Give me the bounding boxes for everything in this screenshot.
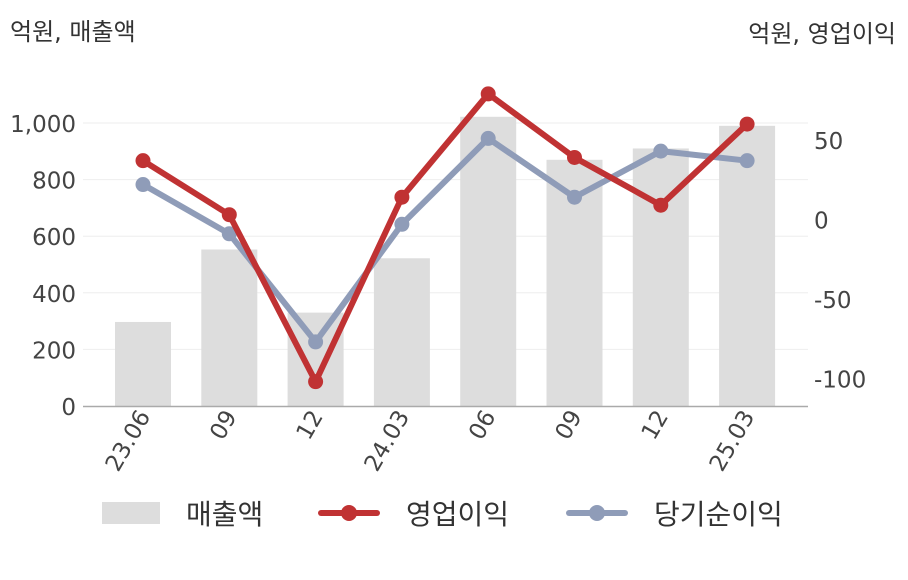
legend-swatch-op-profit bbox=[318, 502, 380, 524]
point-net-income bbox=[221, 226, 237, 242]
bar-revenue bbox=[719, 125, 776, 406]
legend-label-op-profit: 영업이익 bbox=[406, 498, 510, 531]
line-op-profit bbox=[140, 90, 751, 385]
bar-revenue bbox=[373, 258, 430, 406]
bar-revenue bbox=[287, 312, 344, 406]
point-net-income bbox=[739, 153, 755, 169]
bar-revenue bbox=[115, 321, 171, 406]
line-net-income bbox=[140, 135, 751, 345]
left-axis-tick-label: 600 bbox=[32, 225, 76, 251]
left-axis-tick-label: 800 bbox=[32, 169, 76, 195]
point-op-profit bbox=[567, 149, 582, 165]
bar-revenue bbox=[201, 249, 258, 406]
left-axis-tick-label: 1,000 bbox=[10, 112, 76, 138]
point-op-profit bbox=[739, 116, 755, 132]
point-op-profit bbox=[221, 207, 237, 223]
x-axis-tick-label: 24.03 bbox=[360, 406, 415, 476]
right-axis-tick-label: -100 bbox=[814, 368, 866, 394]
left-axis-tick-label: 0 bbox=[61, 395, 76, 421]
right-axis-tick-label: 50 bbox=[814, 129, 843, 155]
x-axis-tick-label: 12 bbox=[292, 406, 329, 444]
x-axis-tick-label: 12 bbox=[637, 406, 674, 444]
point-op-profit bbox=[653, 197, 669, 213]
point-op-profit bbox=[135, 153, 151, 169]
point-net-income bbox=[653, 143, 669, 159]
bar-revenue bbox=[460, 116, 517, 407]
x-axis-tick-label: 09 bbox=[551, 406, 588, 444]
point-op-profit bbox=[308, 374, 324, 390]
legend-label-net-income: 당기순이익 bbox=[654, 498, 783, 531]
right-axis-tick-label: 0 bbox=[814, 209, 829, 235]
point-net-income bbox=[480, 130, 496, 146]
legend-label-revenue: 매출액 bbox=[186, 498, 264, 531]
right-axis-unit: 억원, 영업이익 bbox=[748, 20, 896, 48]
point-op-profit bbox=[480, 86, 496, 102]
legend-item-revenue: 매출액 bbox=[102, 490, 263, 536]
left-axis-unit: 억원, 매출액 bbox=[10, 18, 136, 46]
point-op-profit bbox=[394, 189, 410, 205]
legend-swatch-net-income bbox=[566, 502, 628, 524]
x-axis-tick-label: 09 bbox=[205, 406, 242, 444]
x-axis-tick-label: 06 bbox=[464, 406, 501, 444]
point-net-income bbox=[135, 177, 151, 193]
x-axis-tick-label: 25.03 bbox=[705, 406, 760, 476]
legend-item-net-income: 당기순이익 bbox=[566, 490, 783, 536]
left-axis-tick-label: 200 bbox=[32, 338, 76, 364]
legend: 매출액 영업이익 당기순이익 bbox=[0, 490, 908, 536]
x-axis-tick-label: 23.06 bbox=[101, 406, 156, 476]
point-net-income bbox=[308, 334, 324, 350]
legend-item-op-profit: 영업이익 bbox=[318, 490, 509, 536]
legend-swatch-revenue bbox=[102, 502, 160, 524]
right-axis-tick-label: -50 bbox=[814, 288, 852, 314]
combo-chart: 0 200 400 600 800 1,000 50 0 -50 -100 23.06 09 12 24.… bbox=[10, 86, 866, 476]
point-net-income bbox=[567, 189, 582, 205]
left-axis-tick-label: 400 bbox=[32, 282, 76, 308]
point-net-income bbox=[394, 216, 410, 232]
